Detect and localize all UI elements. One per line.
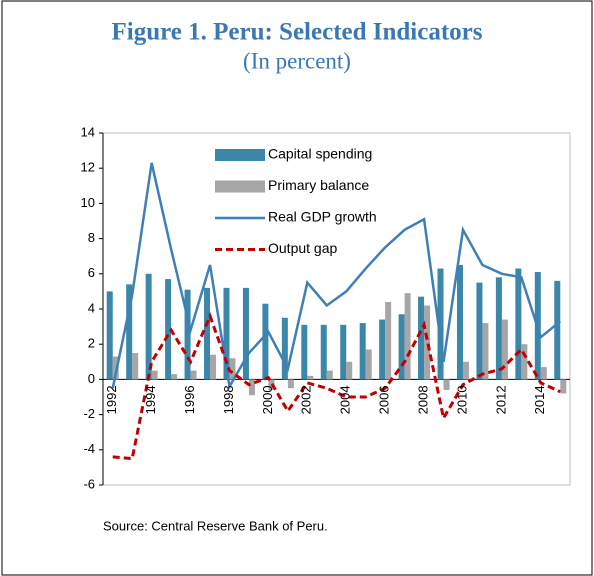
legend-label: Capital spending	[268, 146, 372, 162]
y-tick-label: 4	[88, 300, 95, 315]
bar	[385, 301, 392, 380]
bar	[462, 361, 469, 380]
x-tick-label: 2002	[299, 385, 314, 414]
legend-swatch	[215, 180, 265, 193]
source-note: Source: Central Reserve Bank of Peru.	[103, 518, 328, 533]
x-tick-label: 2008	[416, 385, 431, 414]
bar	[281, 317, 288, 380]
x-tick-label: 2004	[338, 385, 353, 414]
chart-title: Figure 1. Peru: Selected Indicators	[112, 19, 483, 46]
y-tick-label: -6	[83, 476, 95, 491]
bar	[340, 324, 347, 380]
y-tick-label: 14	[81, 124, 95, 139]
bar	[151, 370, 158, 380]
bar	[521, 344, 528, 380]
bar	[320, 324, 327, 380]
legend-label: Real GDP growth	[268, 209, 377, 225]
bar	[248, 379, 255, 396]
bar	[132, 353, 139, 380]
line	[111, 162, 562, 391]
legend-swatch	[215, 149, 265, 161]
bar	[346, 361, 353, 380]
legend-label: Primary balance	[268, 177, 369, 193]
bar	[287, 379, 294, 389]
bar	[229, 358, 236, 380]
bar	[359, 323, 366, 380]
bar	[223, 287, 230, 380]
bar	[301, 324, 308, 380]
bar	[307, 375, 314, 380]
bar	[424, 305, 431, 380]
bar	[326, 370, 333, 380]
bar	[404, 293, 411, 380]
bar	[204, 287, 211, 380]
bar	[126, 284, 133, 380]
bar	[476, 282, 483, 380]
bar	[106, 291, 113, 380]
bar	[437, 268, 444, 380]
x-tick-label: 1996	[182, 385, 197, 414]
bar	[495, 277, 502, 380]
y-tick-label: 8	[88, 230, 95, 245]
bar	[398, 314, 405, 380]
x-tick-label: 2010	[454, 385, 469, 414]
y-tick-label: 2	[88, 336, 95, 351]
bar	[482, 323, 489, 380]
bar	[262, 303, 269, 380]
y-tick-label: 0	[88, 371, 95, 386]
bar	[165, 279, 172, 380]
bar	[418, 296, 425, 380]
bar	[501, 319, 508, 380]
bar	[554, 280, 561, 380]
legend-label: Output gap	[268, 240, 337, 256]
bar	[540, 367, 547, 380]
bar	[242, 287, 249, 380]
bar	[210, 354, 217, 380]
bar	[184, 289, 191, 380]
y-tick-label: -2	[83, 406, 95, 421]
y-tick-label: -4	[83, 441, 95, 456]
bar	[515, 268, 522, 380]
x-tick-label: 1992	[104, 385, 119, 414]
bar	[443, 379, 450, 390]
y-tick-label: 6	[88, 265, 95, 280]
x-tick-label: 2000	[260, 385, 275, 414]
bar	[145, 273, 152, 380]
y-tick-label: 12	[81, 160, 95, 175]
x-tick-label: 2014	[532, 385, 547, 414]
x-tick-label: 1998	[221, 385, 236, 414]
chart-subtitle: (In percent)	[243, 48, 351, 73]
bar	[365, 349, 372, 380]
bar	[190, 370, 197, 380]
bar	[379, 319, 386, 380]
bar	[560, 379, 567, 394]
bar	[456, 265, 463, 380]
x-tick-label: 2012	[493, 385, 508, 414]
x-tick-label: 2006	[377, 385, 392, 414]
x-tick-label: 1994	[143, 385, 158, 414]
y-tick-label: 10	[81, 195, 95, 210]
bar	[171, 374, 178, 380]
